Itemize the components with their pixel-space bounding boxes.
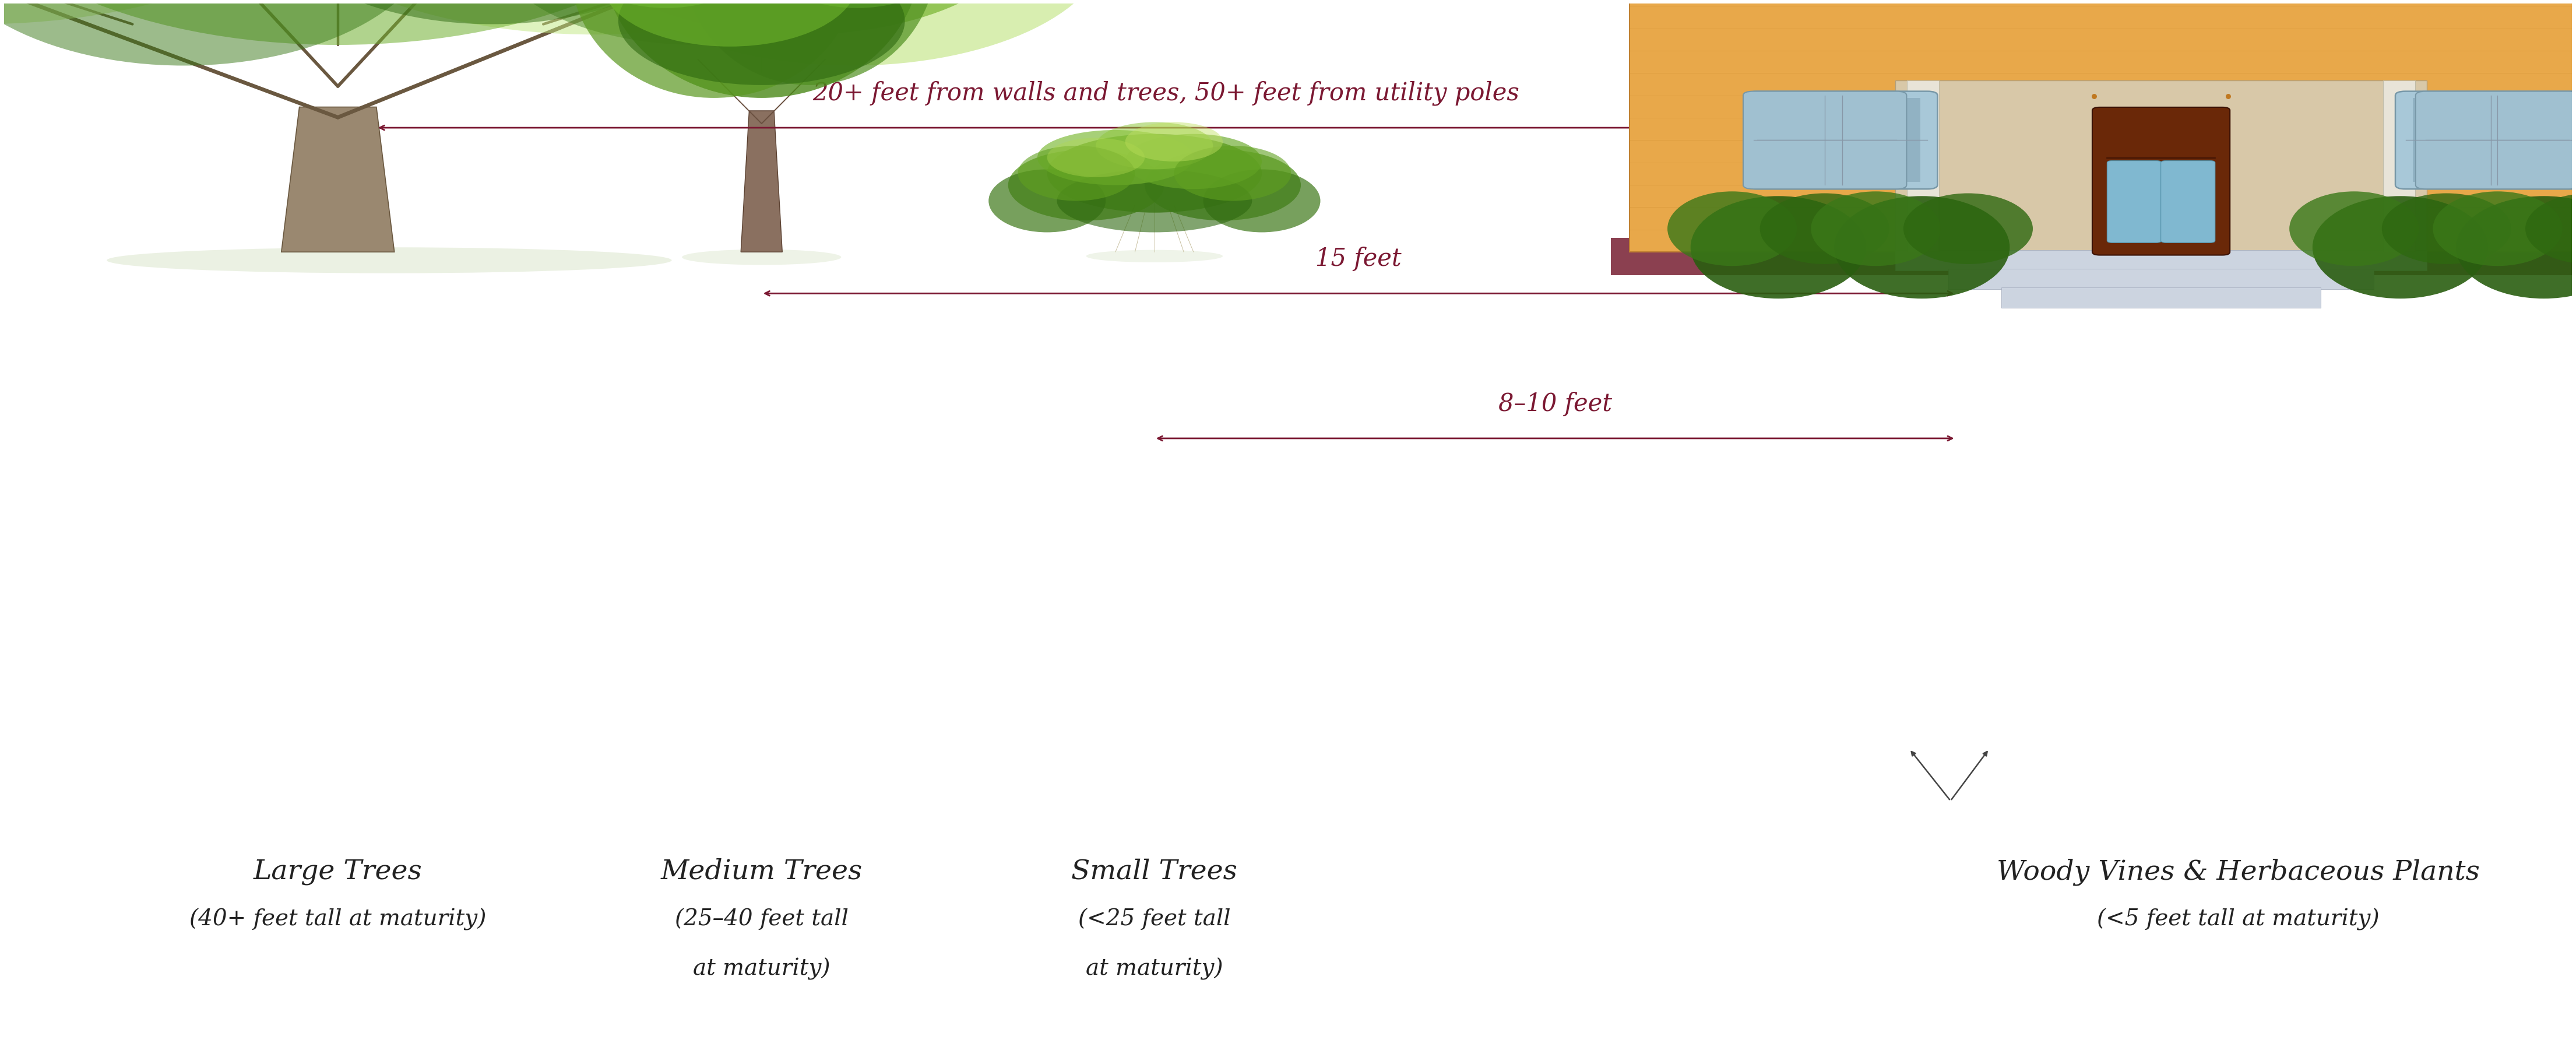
Ellipse shape xyxy=(554,0,778,8)
Polygon shape xyxy=(281,107,394,252)
Ellipse shape xyxy=(1126,135,1262,190)
FancyBboxPatch shape xyxy=(2161,162,2215,243)
Ellipse shape xyxy=(683,250,842,265)
Ellipse shape xyxy=(260,0,724,25)
Bar xyxy=(1765,99,1919,183)
Ellipse shape xyxy=(1018,146,1136,201)
FancyBboxPatch shape xyxy=(2416,92,2576,190)
Bar xyxy=(1896,250,2427,271)
Ellipse shape xyxy=(1690,196,1865,299)
FancyBboxPatch shape xyxy=(2092,107,2231,256)
Bar xyxy=(1896,81,2427,252)
Bar xyxy=(1906,81,1940,252)
Ellipse shape xyxy=(618,0,904,86)
Ellipse shape xyxy=(1759,194,1888,265)
Ellipse shape xyxy=(2524,194,2576,265)
Ellipse shape xyxy=(1087,250,1224,263)
FancyBboxPatch shape xyxy=(2107,162,2161,243)
Ellipse shape xyxy=(0,0,724,46)
Text: 8–10 feet: 8–10 feet xyxy=(1499,391,1613,416)
Ellipse shape xyxy=(683,0,938,86)
FancyBboxPatch shape xyxy=(1747,92,1937,190)
Ellipse shape xyxy=(595,0,1108,66)
Ellipse shape xyxy=(0,0,31,35)
Text: (25–40 feet tall: (25–40 feet tall xyxy=(675,907,848,929)
Ellipse shape xyxy=(1095,123,1213,170)
Ellipse shape xyxy=(0,0,31,76)
Text: 20+ feet from walls and trees, 50+ feet from utility poles: 20+ feet from walls and trees, 50+ feet … xyxy=(811,80,1520,105)
Ellipse shape xyxy=(603,0,920,98)
Ellipse shape xyxy=(1904,194,2032,265)
FancyBboxPatch shape xyxy=(1744,92,1906,190)
Ellipse shape xyxy=(1667,192,1798,266)
Bar xyxy=(2002,288,2321,309)
Ellipse shape xyxy=(1056,170,1252,233)
Ellipse shape xyxy=(744,0,969,8)
Ellipse shape xyxy=(2432,192,2563,266)
Ellipse shape xyxy=(1038,130,1193,186)
Ellipse shape xyxy=(1046,135,1262,213)
Ellipse shape xyxy=(2313,196,2488,299)
Ellipse shape xyxy=(1046,139,1144,177)
Text: 15 feet: 15 feet xyxy=(1316,246,1401,271)
Ellipse shape xyxy=(0,0,337,25)
Ellipse shape xyxy=(1203,170,1321,233)
Bar xyxy=(2383,81,2416,252)
Ellipse shape xyxy=(2290,192,2419,266)
Ellipse shape xyxy=(1811,192,1940,266)
Ellipse shape xyxy=(1144,150,1301,221)
Text: Large Trees: Large Trees xyxy=(252,857,422,884)
Ellipse shape xyxy=(2455,196,2576,299)
Ellipse shape xyxy=(1126,123,1224,162)
Ellipse shape xyxy=(1007,150,1164,221)
Bar xyxy=(2414,99,2568,183)
Text: Medium Trees: Medium Trees xyxy=(659,857,863,884)
Text: at maturity): at maturity) xyxy=(693,957,829,979)
Ellipse shape xyxy=(0,0,440,66)
FancyBboxPatch shape xyxy=(1631,0,2576,252)
Text: Small Trees: Small Trees xyxy=(1072,857,1236,884)
Text: (40+ feet tall at maturity): (40+ feet tall at maturity) xyxy=(191,907,487,930)
Bar xyxy=(1610,239,2576,275)
Ellipse shape xyxy=(2383,194,2512,265)
Ellipse shape xyxy=(569,0,858,98)
Ellipse shape xyxy=(260,0,927,35)
Bar xyxy=(1947,269,2372,290)
Text: Woody Vines & Herbaceous Plants: Woody Vines & Herbaceous Plants xyxy=(1996,857,2481,884)
Ellipse shape xyxy=(1834,196,2009,299)
Ellipse shape xyxy=(0,0,312,4)
Ellipse shape xyxy=(1175,146,1291,201)
Ellipse shape xyxy=(603,0,858,47)
FancyBboxPatch shape xyxy=(2396,92,2576,190)
Ellipse shape xyxy=(106,248,672,273)
Text: (<25 feet tall: (<25 feet tall xyxy=(1079,907,1231,929)
Ellipse shape xyxy=(569,0,1030,35)
Text: (<5 feet tall at maturity): (<5 feet tall at maturity) xyxy=(2097,907,2380,930)
Text: at maturity): at maturity) xyxy=(1087,957,1224,979)
Ellipse shape xyxy=(989,170,1105,233)
Ellipse shape xyxy=(492,0,902,46)
Polygon shape xyxy=(742,112,783,252)
